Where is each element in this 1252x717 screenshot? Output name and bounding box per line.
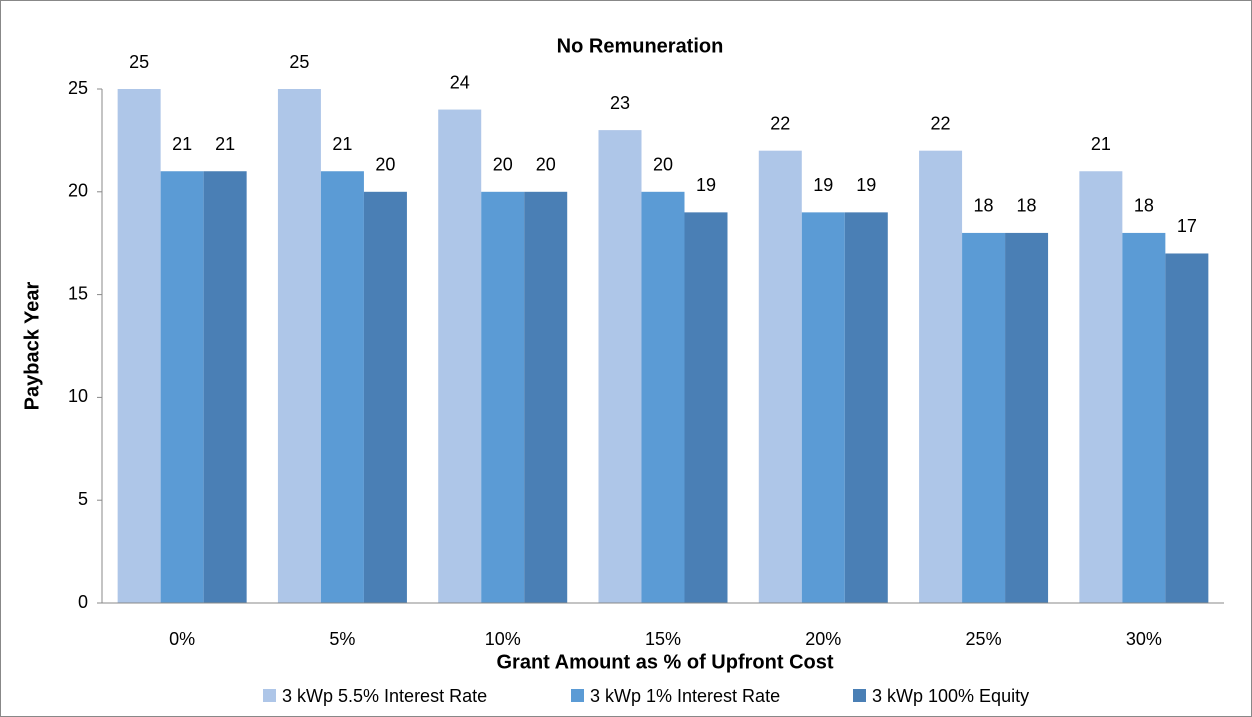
y-tick-label: 20 [68,181,88,201]
bar [1079,171,1123,604]
y-tick-label: 10 [68,386,88,406]
bar [1122,232,1166,604]
x-tick-label: 30% [1126,629,1162,649]
x-axis-label: Grant Amount as % of Upfront Cost [496,651,833,673]
legend-swatch [853,689,866,702]
data-label: 23 [610,93,630,113]
data-label: 24 [450,72,470,92]
data-label: 25 [289,52,309,72]
bar [598,130,642,603]
data-label: 21 [172,134,192,154]
x-tick-label: 15% [645,629,681,649]
bar [684,212,728,604]
chart-title: No Remuneration [557,35,724,57]
data-label: 21 [215,134,235,154]
bar [524,191,568,604]
data-label: 22 [770,113,790,133]
bar [203,171,247,604]
y-axis-label: Payback Year [21,281,43,410]
data-label: 18 [974,196,994,216]
legend-swatch [571,689,584,702]
legend-label: 3 kWp 5.5% Interest Rate [282,686,487,706]
data-label: 20 [493,155,513,175]
bar [160,171,204,604]
x-tick-label: 0% [169,629,195,649]
data-label: 21 [332,134,352,154]
bar [962,232,1006,604]
legend-swatch [263,689,276,702]
bar [1005,232,1049,604]
bar [481,191,525,604]
data-label: 20 [536,155,556,175]
bar [363,191,407,604]
bar [844,212,888,604]
data-label: 25 [129,52,149,72]
bar [438,109,482,603]
bar [801,212,845,604]
legend-label: 3 kWp 1% Interest Rate [590,686,780,706]
data-label: 18 [1017,196,1037,216]
bar [641,191,685,604]
bar [277,89,321,603]
y-tick-label: 0 [78,592,88,612]
data-label: 20 [375,155,395,175]
data-label: 19 [813,175,833,195]
data-label: 18 [1134,196,1154,216]
data-label: 17 [1177,216,1197,236]
data-label: 19 [856,175,876,195]
x-tick-label: 10% [485,629,521,649]
data-label: 19 [696,175,716,195]
legend-label: 3 kWp 100% Equity [872,686,1029,706]
bar [1165,253,1209,604]
data-label: 21 [1091,134,1111,154]
y-tick-label: 15 [68,283,88,303]
x-tick-label: 5% [329,629,355,649]
x-tick-label: 25% [966,629,1002,649]
y-tick-label: 5 [78,489,88,509]
y-tick-label: 25 [68,78,88,98]
bar [758,150,802,603]
data-label: 20 [653,155,673,175]
bar [919,150,963,603]
bar [117,89,161,603]
data-label: 22 [931,113,951,133]
bar [320,171,364,604]
x-tick-label: 20% [805,629,841,649]
